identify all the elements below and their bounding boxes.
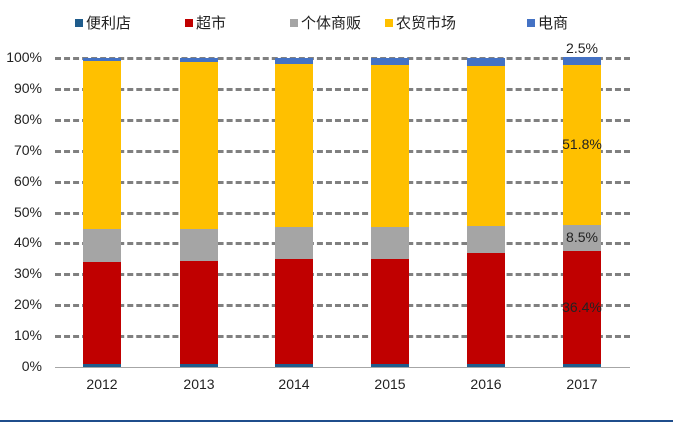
- legend-swatch-icon: [75, 18, 83, 27]
- bar-2017: [563, 0, 601, 400]
- y-tick-label: 80%: [13, 110, 42, 127]
- x-tick-label: 2016: [470, 376, 502, 392]
- bar-segment: [563, 251, 601, 364]
- bar-segment: [180, 261, 218, 364]
- legend-label: 电商: [538, 15, 569, 32]
- bar-segment: [275, 363, 313, 367]
- y-tick-label: 30%: [13, 265, 42, 282]
- x-tick-label: 2014: [278, 376, 310, 392]
- bar-segment: [371, 65, 409, 227]
- bar-segment: [371, 58, 409, 66]
- bar-segment: [180, 58, 218, 63]
- x-tick-label: 2013: [183, 376, 215, 392]
- gridline: [55, 87, 630, 91]
- legend-label: 超市: [196, 15, 227, 32]
- y-tick-label: 50%: [13, 203, 42, 220]
- bar-segment: [467, 58, 505, 66]
- bar-segment: [563, 65, 601, 226]
- y-tick-label: 60%: [13, 172, 42, 189]
- legend-swatch-icon: [290, 18, 298, 27]
- bar-segment: [467, 363, 505, 367]
- legend-label: 农贸市场: [396, 15, 457, 32]
- x-axis-line: [55, 367, 630, 368]
- legend-item: 便利店: [75, 12, 131, 33]
- bar-segment: [563, 363, 601, 367]
- bar-segment: [83, 58, 121, 62]
- gridline: [55, 242, 630, 246]
- bar-2016: [467, 0, 505, 400]
- bar-2015: [371, 0, 409, 400]
- gridline: [55, 211, 630, 215]
- x-tick-label: 2015: [374, 376, 406, 392]
- legend-swatch-icon: [527, 18, 535, 27]
- y-tick-label: 40%: [13, 234, 42, 251]
- bar-2012: [83, 0, 121, 400]
- bar-segment: [180, 228, 218, 261]
- legend-item: 农贸市场: [385, 12, 456, 33]
- bar-segment: [180, 363, 218, 367]
- y-tick-label: 90%: [13, 79, 42, 96]
- gridline: [55, 273, 630, 277]
- data-label: 51.8%: [562, 136, 602, 153]
- bar-segment: [563, 225, 601, 252]
- y-tick-label: 100%: [6, 49, 42, 65]
- bar-segment: [275, 258, 313, 364]
- x-tick-label: 2012: [86, 376, 118, 392]
- legend-swatch-icon: [385, 18, 393, 27]
- gridline: [55, 180, 630, 184]
- data-label: 36.4%: [562, 298, 602, 315]
- bar-segment: [563, 57, 601, 66]
- bar-segment: [83, 61, 121, 229]
- gridline: [55, 304, 630, 308]
- bar-segment: [180, 62, 218, 229]
- y-tick-label: 20%: [13, 296, 42, 313]
- legend-item: 超市: [185, 12, 226, 33]
- legend: 便利店 超市 个体商贩 农贸市场 电商: [0, 12, 673, 34]
- y-tick-label: 70%: [13, 141, 42, 158]
- bar-2014: [275, 0, 313, 400]
- bar-segment: [371, 363, 409, 367]
- bar-segment: [83, 261, 121, 364]
- bar-segment: [467, 65, 505, 227]
- gridline: [55, 149, 630, 153]
- x-tick-label: 2017: [566, 376, 598, 392]
- data-label: 8.5%: [566, 229, 598, 246]
- bar-segment: [467, 226, 505, 253]
- footer-divider: [0, 420, 673, 422]
- legend-label: 便利店: [86, 15, 132, 32]
- gridline: [55, 57, 630, 60]
- legend-swatch-icon: [185, 18, 193, 27]
- gridline: [55, 118, 630, 122]
- stacked-bar-chart: 便利店 超市 个体商贩 农贸市场 电商 0% 10% 20% 30% 40% 50% 60% 70% 8…: [0, 0, 673, 400]
- bar-segment: [275, 58, 313, 65]
- bar-segment: [275, 227, 313, 259]
- bar-2013: [180, 0, 218, 400]
- bar-segment: [83, 363, 121, 367]
- bar-segment: [275, 64, 313, 227]
- y-tick-label: 0%: [21, 358, 42, 374]
- bar-segment: [467, 252, 505, 364]
- y-tick-label: 10%: [13, 327, 42, 344]
- bar-segment: [83, 228, 121, 262]
- legend-label: 个体商贩: [301, 15, 362, 32]
- bar-segment: [371, 258, 409, 364]
- legend-item: 电商: [527, 12, 568, 33]
- data-label: 2.5%: [566, 40, 598, 57]
- legend-item: 个体商贩: [290, 12, 361, 33]
- gridline: [55, 335, 630, 339]
- bar-segment: [371, 227, 409, 259]
